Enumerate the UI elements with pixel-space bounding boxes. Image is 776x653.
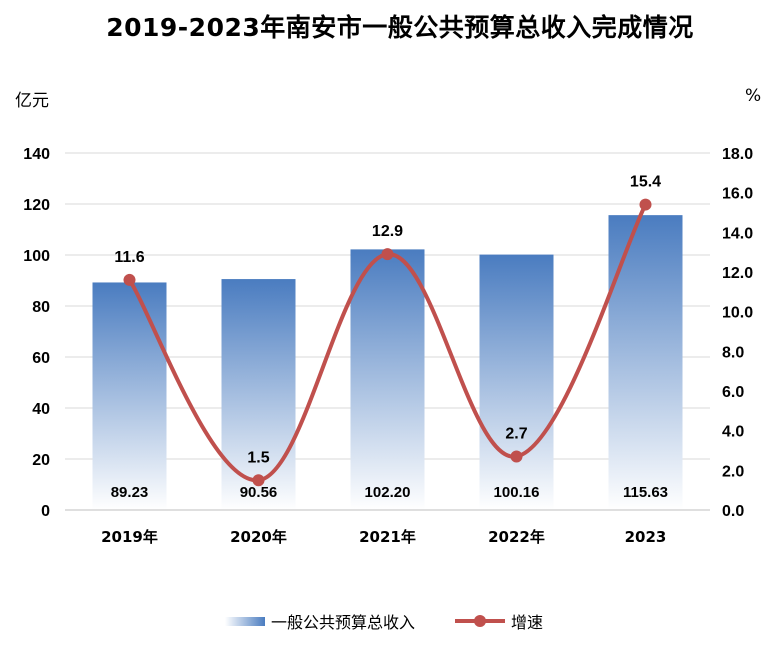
y2-tick-label: 8.0 bbox=[722, 344, 744, 361]
legend-item-revenue: 一般公共预算总收入 bbox=[225, 609, 415, 633]
legend-bar-swatch bbox=[225, 616, 265, 626]
chart-legend: 一般公共预算总收入 增速 bbox=[225, 606, 583, 636]
y-tick-label: 0 bbox=[41, 503, 50, 520]
bar-value-label: 89.23 bbox=[111, 484, 149, 501]
growth-point bbox=[381, 248, 394, 261]
x-tick-label: 2022年 bbox=[488, 528, 545, 546]
bar-value-label: 102.20 bbox=[365, 484, 411, 501]
legend-line-swatch bbox=[455, 614, 506, 628]
bar-value-label: 90.56 bbox=[240, 484, 278, 501]
bar bbox=[479, 254, 554, 510]
combo-chart: 89.23 90.56 102.20 100.16 115.63 11.6 1.5 12.9 2… bbox=[23, 146, 753, 546]
growth-value-label: 1.5 bbox=[247, 449, 269, 466]
y2-tick-label: 0.0 bbox=[722, 503, 744, 520]
bar bbox=[92, 282, 167, 510]
legend-item-growth: 增速 bbox=[455, 609, 543, 633]
growth-point bbox=[252, 474, 265, 487]
bar bbox=[608, 215, 683, 510]
growth-value-label: 11.6 bbox=[114, 249, 144, 266]
y-tick-label: 120 bbox=[23, 197, 50, 214]
growth-point bbox=[510, 450, 523, 463]
bar bbox=[350, 249, 425, 510]
bar-value-label: 100.16 bbox=[494, 484, 540, 501]
growth-value-label: 2.7 bbox=[505, 425, 527, 442]
y2-tick-label: 2.0 bbox=[722, 463, 744, 480]
y-tick-label: 40 bbox=[32, 401, 50, 418]
y2-tick-label: 6.0 bbox=[722, 384, 744, 401]
growth-value-label: 12.9 bbox=[372, 223, 403, 240]
growth-point bbox=[639, 198, 652, 211]
y2-tick-label: 12.0 bbox=[722, 265, 753, 282]
y2-tick-label: 10.0 bbox=[722, 305, 753, 322]
legend-label-revenue: 一般公共预算总收入 bbox=[271, 613, 416, 632]
y2-tick-label: 14.0 bbox=[722, 225, 753, 242]
y-tick-label: 80 bbox=[32, 299, 50, 316]
x-tick-label: 2020年 bbox=[230, 528, 287, 546]
y2-tick-label: 18.0 bbox=[722, 146, 753, 163]
growth-point bbox=[123, 273, 136, 286]
y-tick-label: 60 bbox=[32, 350, 50, 367]
right-axis-unit: % bbox=[745, 86, 762, 106]
left-axis-unit: 亿元 bbox=[15, 91, 49, 111]
y2-tick-label: 4.0 bbox=[722, 424, 744, 441]
legend-label-growth: 增速 bbox=[511, 613, 544, 632]
chart-title: 2019-2023年南安市一般公共预算总收入完成情况 bbox=[106, 13, 694, 42]
x-tick-label: 2019年 bbox=[101, 528, 158, 546]
bar-value-label: 115.63 bbox=[623, 484, 668, 501]
y2-tick-label: 16.0 bbox=[722, 186, 753, 203]
y-tick-label: 140 bbox=[23, 146, 50, 163]
growth-value-label: 15.4 bbox=[630, 174, 661, 191]
x-tick-label: 2021年 bbox=[359, 528, 416, 546]
x-tick-label: 2023 bbox=[625, 528, 667, 546]
y-tick-label: 100 bbox=[23, 248, 50, 265]
y-tick-label: 20 bbox=[32, 452, 50, 469]
